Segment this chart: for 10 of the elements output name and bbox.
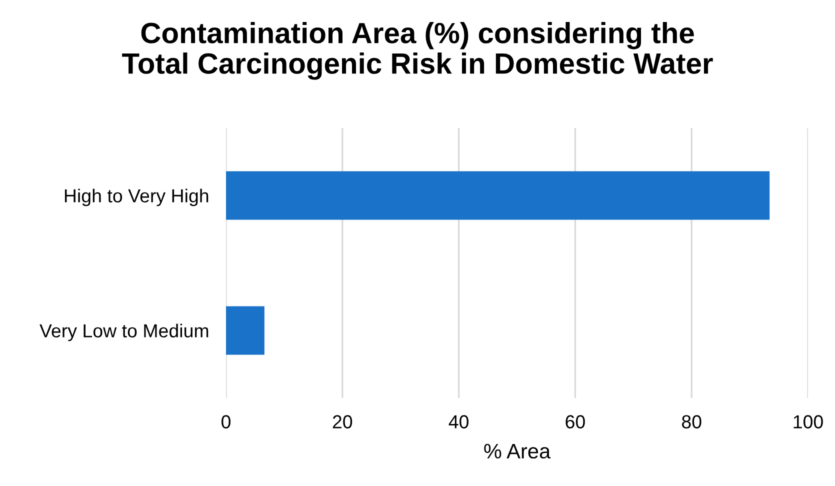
x-tick-label: 20 xyxy=(332,415,352,428)
x-tick-label: 0 xyxy=(222,415,230,428)
x-tick-label: 100 xyxy=(794,415,823,428)
x-tick-label: 80 xyxy=(682,415,702,428)
x-tick-label: 40 xyxy=(448,415,468,428)
y-tick-label: Very Low to Medium xyxy=(40,324,208,342)
y-tick-label: High to Very High xyxy=(64,188,208,206)
x-tick-label: 60 xyxy=(566,415,585,428)
x-axis-title: % Area xyxy=(484,444,551,459)
chart-title: Contamination Area (%) considering the Total Carcinogenic Risk in Domestic Water xyxy=(122,22,713,80)
